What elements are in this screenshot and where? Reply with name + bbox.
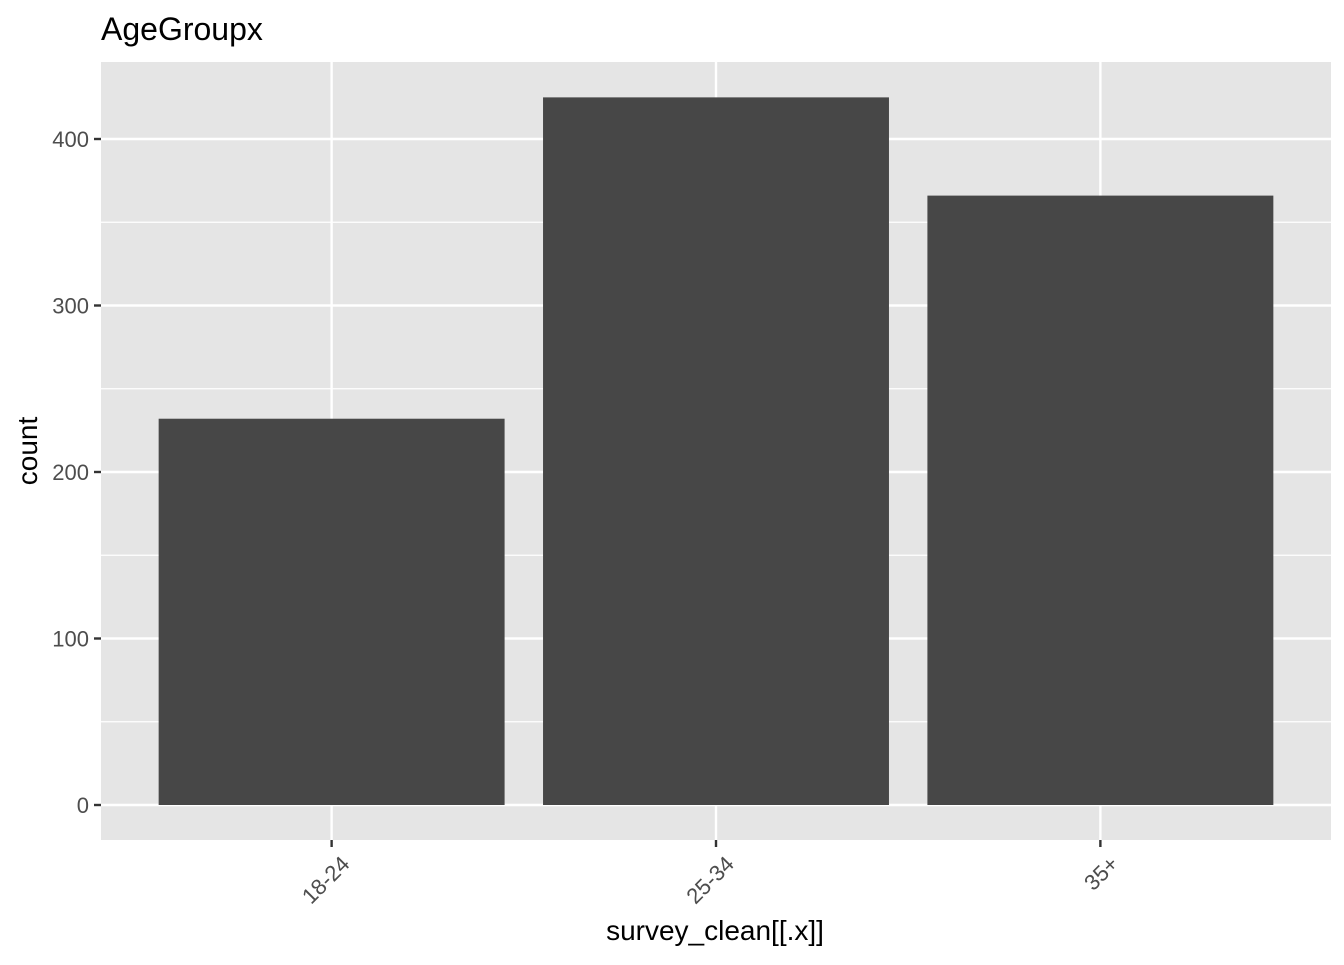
bar-18-24: [158, 418, 505, 805]
y-tick-label: 200: [52, 460, 89, 485]
y-axis: 0 100 200 300 400: [52, 127, 101, 818]
bar-35+: [927, 195, 1274, 806]
y-tick-label: 0: [77, 793, 89, 818]
y-axis-title: count: [12, 417, 43, 486]
x-axis-title: survey_clean[[.x]]: [606, 915, 824, 946]
y-tick-label: 400: [52, 127, 89, 152]
y-tick-label: 100: [52, 627, 89, 652]
bar-25-34: [543, 97, 889, 805]
chart-title: AgeGroupx: [101, 11, 263, 47]
y-tick-label: 300: [52, 294, 89, 319]
bars-group: [158, 97, 1274, 806]
